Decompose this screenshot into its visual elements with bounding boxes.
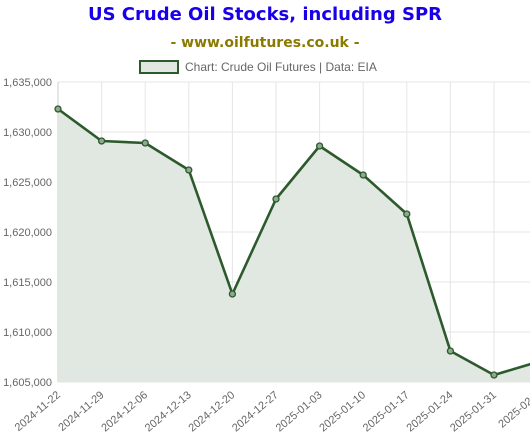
x-tick-label: 2024-11-29 (56, 389, 106, 434)
data-point (446, 347, 455, 355)
y-tick-label: 1,625,000 (3, 177, 52, 189)
data-point (359, 171, 367, 179)
legend-label: Chart: Crude Oil Futures | Data: EIA (185, 60, 377, 74)
x-tick-label: 2024-12-27 (230, 389, 281, 434)
x-tick-label: 2025-01-10 (317, 389, 368, 434)
legend[interactable]: Chart: Crude Oil Futures | Data: EIA (139, 58, 377, 76)
x-tick-label: 2024-12-20 (187, 389, 238, 434)
y-tick-label: 1,620,000 (3, 227, 52, 239)
series-line (57, 107, 530, 377)
legend-swatch (139, 60, 179, 74)
x-tick-label: 2025-01-31 (448, 389, 499, 434)
data-point (54, 105, 62, 113)
chart-title: US Crude Oil Stocks, including SPR (87, 4, 443, 25)
data-point (228, 290, 237, 298)
chart-subtitle: - www.oilfutures.co.uk - (170, 35, 360, 51)
x-tick-label: 2024-11-22 (13, 389, 63, 434)
x-tick-label: 2025-01-17 (361, 389, 412, 434)
data-point (272, 195, 280, 203)
data-point (97, 137, 106, 145)
data-point (141, 139, 149, 147)
x-tick-label: 2024-12-13 (143, 389, 194, 434)
x-tick-label: 2025-01-24 (405, 389, 456, 434)
data-point (185, 166, 193, 174)
series-area (58, 109, 530, 382)
data-point (490, 371, 498, 379)
y-tick-label: 1,630,000 (3, 127, 52, 139)
y-tick-label: 1,635,000 (3, 77, 52, 89)
x-tick-label: 2024-12-06 (99, 389, 150, 434)
data-point (315, 142, 324, 150)
y-tick-label: 1,605,000 (3, 377, 52, 389)
x-tick-label: 2025-01-03 (274, 389, 325, 434)
x-tick-label: 2025-02-0 (496, 389, 530, 430)
y-tick-label: 1,615,000 (3, 277, 52, 289)
data-point (403, 210, 411, 218)
y-tick-label: 1,610,000 (3, 327, 52, 339)
